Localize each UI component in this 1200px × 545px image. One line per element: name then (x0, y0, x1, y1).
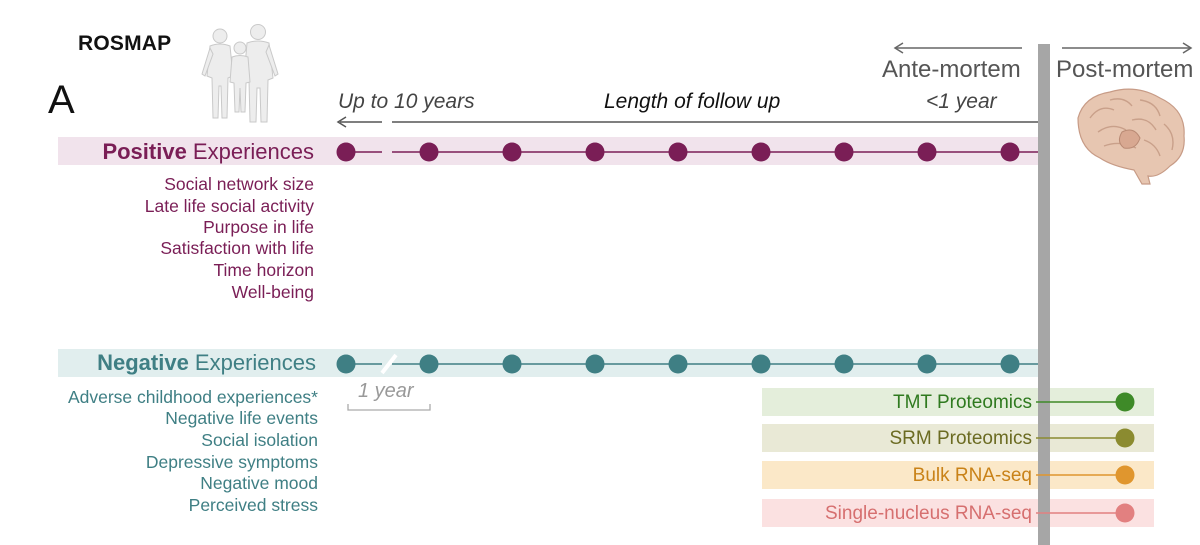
study-title: ROSMAP (78, 32, 172, 55)
negative-measure: Perceived stress (188, 495, 318, 515)
positive-measure: Purpose in life (203, 217, 314, 237)
ante-mortem-label: Ante-mortem (882, 56, 1021, 83)
omic-row-bulk-rna: Bulk RNA-seq (762, 461, 1154, 489)
omic-row-snrna: Single-nucleus RNA-seq (762, 499, 1154, 527)
positive-band (58, 137, 1038, 165)
post-mortem-arrowhead (1182, 42, 1193, 54)
negative-measure: Adverse childhood experiences* (67, 387, 318, 407)
positive-experiences-label: Positive Experiences (102, 139, 314, 165)
omic-label: Single-nucleus RNA-seq (825, 503, 1032, 524)
positive-measure: Well-being (231, 282, 314, 302)
negative-band (58, 349, 1038, 377)
post-mortem-label: Post-mortem (1056, 56, 1194, 83)
omic-row-tmt: TMT Proteomics (762, 388, 1154, 416)
panel-letter: A (48, 78, 75, 122)
less-than-year-label: <1 year (926, 90, 997, 113)
negative-measure: Social isolation (201, 430, 318, 450)
death-divider (1038, 44, 1050, 545)
positive-rest: Experiences (186, 139, 314, 164)
negative-bold: Negative (97, 350, 189, 375)
omic-label: Bulk RNA-seq (912, 465, 1032, 486)
follow-up-arrowhead (336, 116, 347, 128)
up-to-label: Up to 10 years (338, 90, 475, 113)
negative-measure: Negative mood (200, 473, 318, 493)
positive-measure: Late life social activity (144, 196, 314, 216)
omic-label: SRM Proteomics (889, 428, 1032, 449)
follow-up-length-label: Length of follow up (604, 90, 781, 113)
omic-label: TMT Proteomics (892, 392, 1032, 413)
negative-measure: Depressive symptoms (145, 452, 318, 472)
positive-measure: Social network size (164, 174, 314, 194)
omic-row-srm: SRM Proteomics (762, 424, 1154, 452)
positive-measure: Time horizon (213, 260, 315, 280)
negative-measure: Negative life events (165, 408, 318, 428)
one-year-label: 1 year (358, 380, 414, 402)
positive-measure: Satisfaction with life (160, 238, 314, 258)
positive-bold: Positive (102, 139, 187, 164)
one-year-bracket (347, 404, 431, 411)
negative-experiences-label: Negative Experiences (97, 350, 316, 376)
ante-mortem-arrowhead (893, 42, 904, 54)
negative-rest: Experiences (188, 350, 316, 375)
